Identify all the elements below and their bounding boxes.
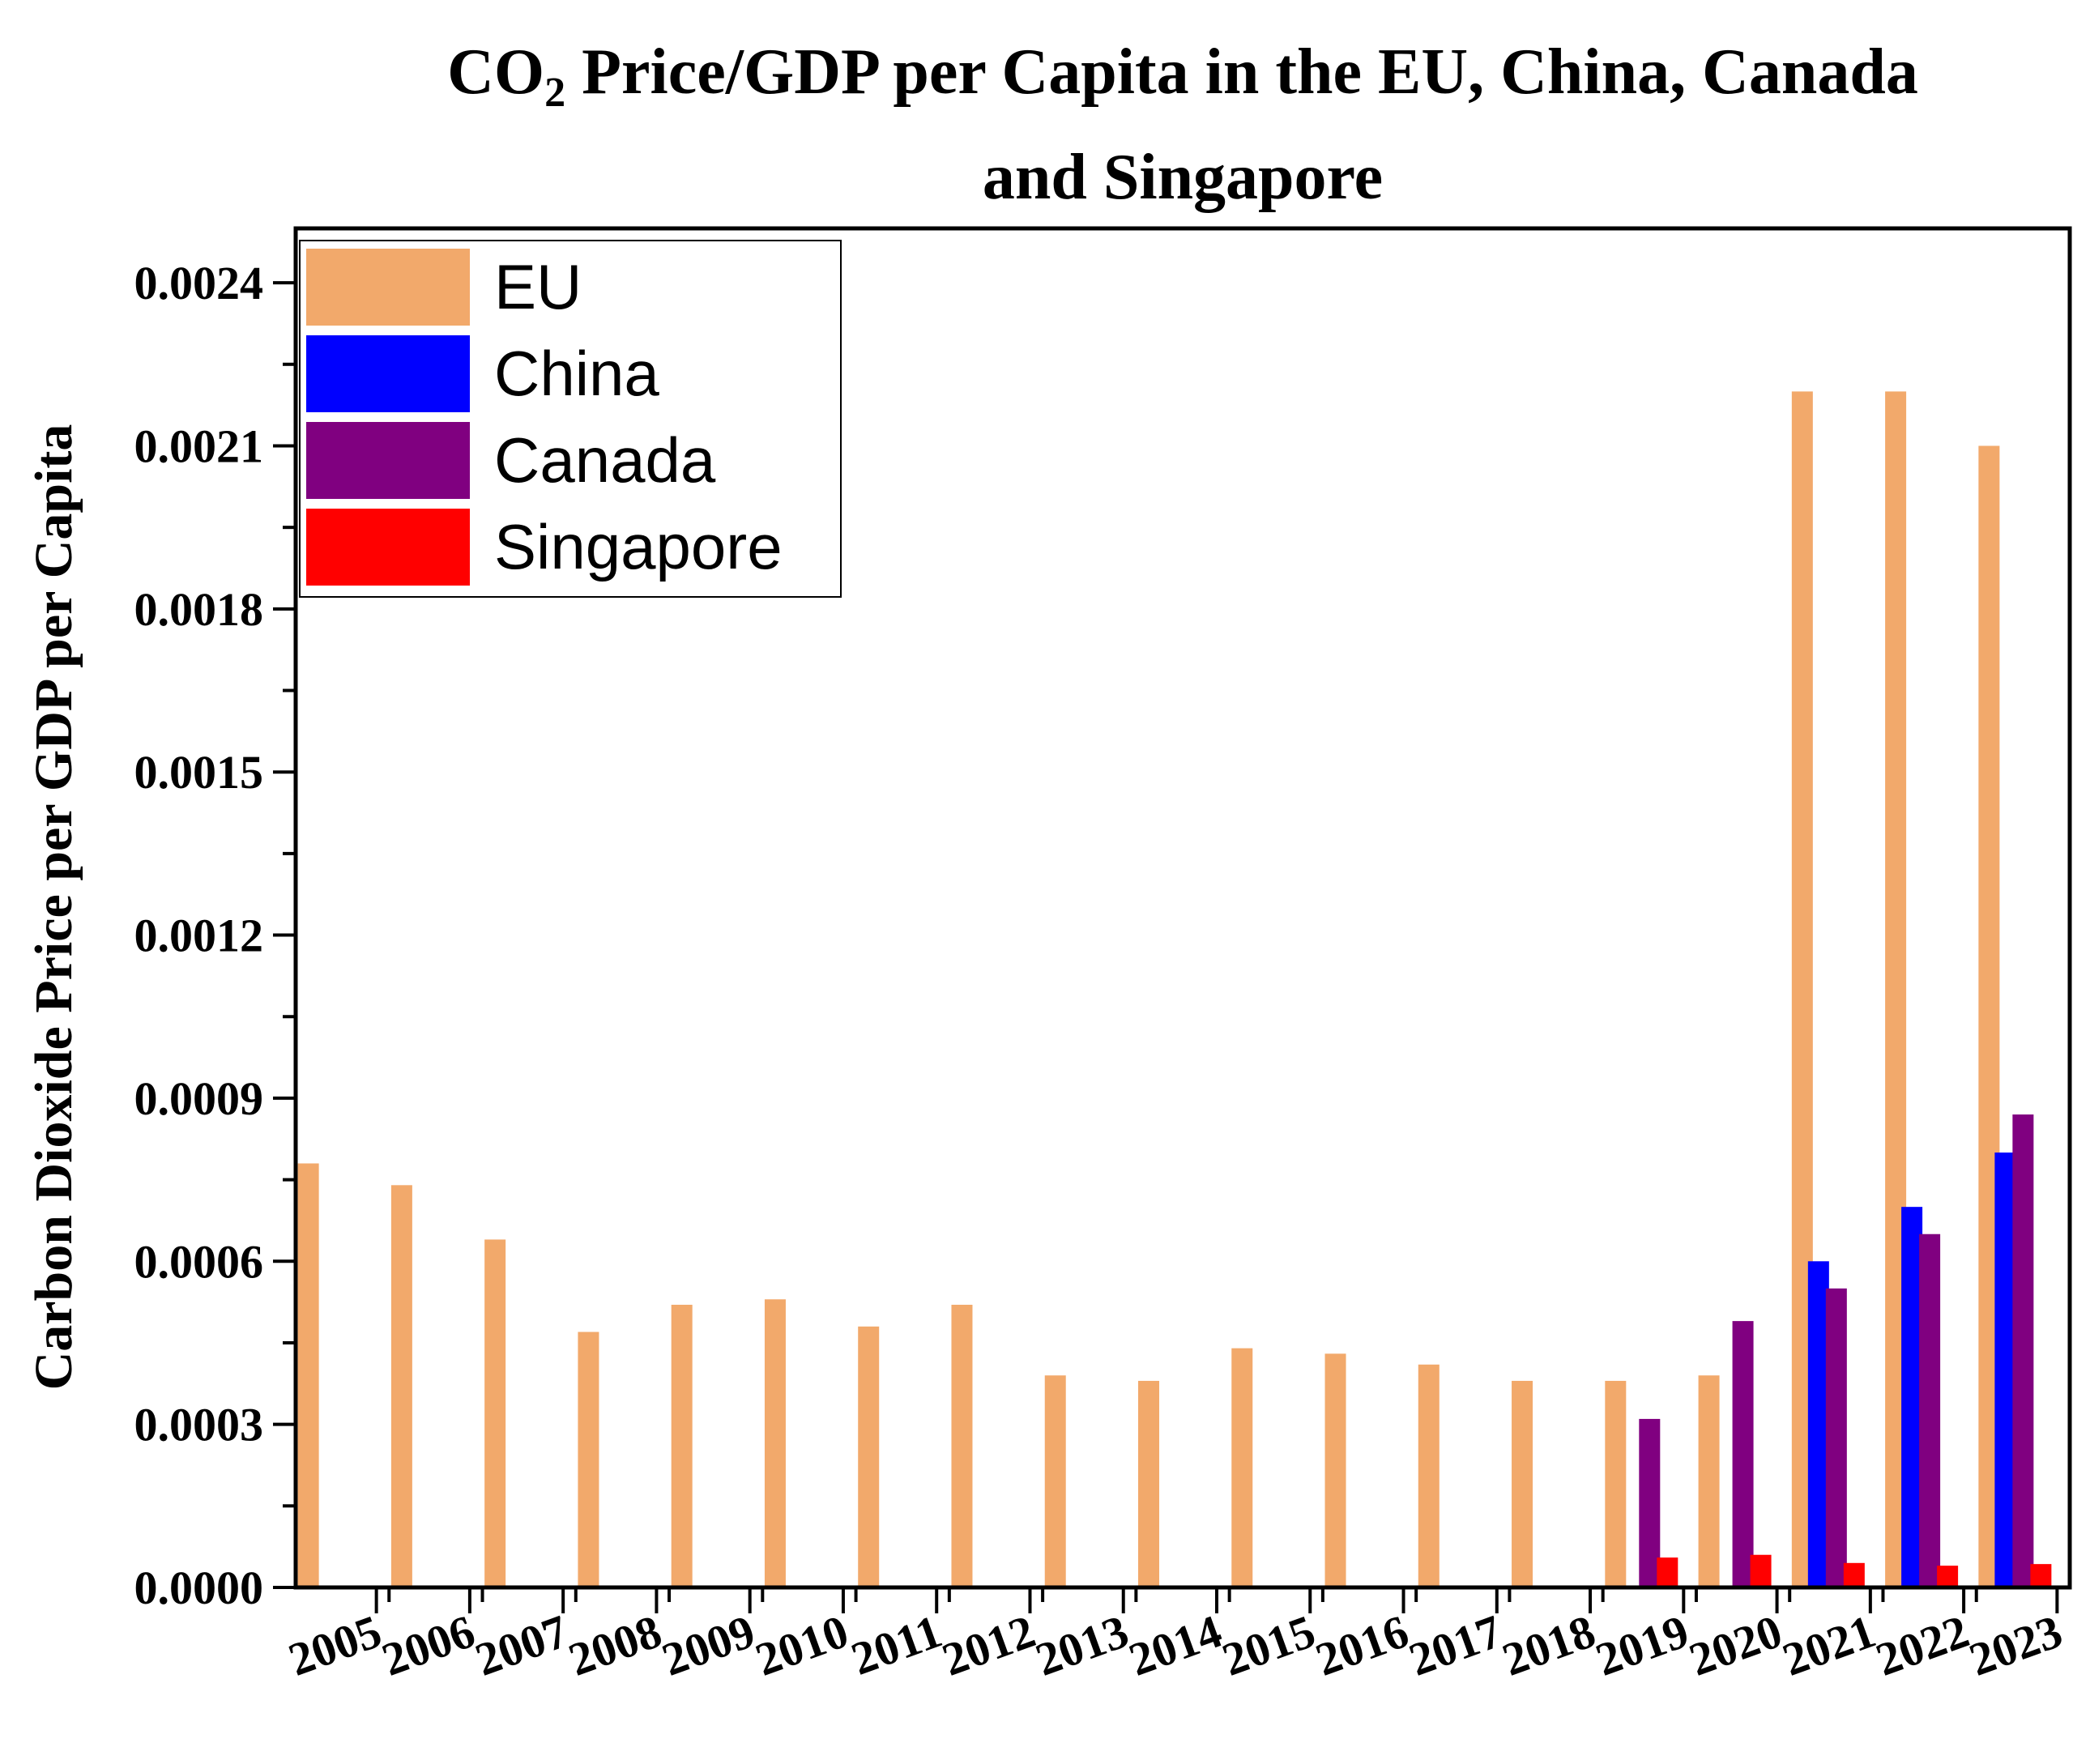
bar-eu-2012 [951,1304,973,1587]
x-tick-label: 2018 [1495,1604,1602,1686]
legend-swatch-canada [306,422,470,499]
bar-eu-2018 [1512,1380,1533,1587]
x-tick-label: 2010 [749,1604,855,1686]
bar-singapore-2019 [1657,1557,1678,1587]
bar-eu-2006 [390,1185,412,1587]
bar-china-2022 [1901,1207,1923,1587]
x-tick-label: 2017 [1402,1604,1508,1686]
bar-singapore-2022 [1937,1566,1959,1587]
bar-eu-2017 [1418,1364,1440,1587]
x-tick-label: 2022 [1869,1604,1975,1686]
y-tick-label: 0.0021 [134,420,264,472]
bar-eu-2010 [764,1299,786,1587]
x-tick-label: 2020 [1683,1604,1789,1686]
x-tick-label: 2007 [468,1604,574,1686]
y-tick-label: 0.0015 [134,746,264,799]
bar-eu-2008 [578,1332,599,1587]
bar-canada-2021 [1825,1288,1847,1587]
bar-singapore-2021 [1843,1562,1865,1587]
plot-frame [293,226,2072,1590]
bar-eu-2015 [1231,1348,1253,1587]
x-tick-label: 2019 [1589,1604,1695,1686]
x-tick-label: 2016 [1309,1604,1415,1686]
legend-swatch-china [306,335,470,412]
legend-swatch-singapore [306,509,470,586]
y-tick-label: 0.0012 [134,910,264,962]
bar-eu-2014 [1138,1380,1159,1587]
legend-label-singapore: Singapore [494,511,783,582]
y-tick-label: 0.0009 [134,1072,264,1125]
bar-eu-2011 [858,1326,880,1587]
y-tick-label: 0.0024 [134,257,264,309]
y-tick-label: 0.0003 [134,1399,264,1451]
legend-label-canada: Canada [494,424,716,496]
x-tick-label: 2014 [1122,1604,1228,1686]
bar-china-2021 [1807,1261,1829,1587]
bar-canada-2023 [2012,1114,2034,1587]
x-tick-label: 2006 [375,1604,481,1686]
bar-canada-2022 [1919,1234,1941,1587]
x-tick-label: 2023 [1963,1604,2069,1686]
chart-title-line2: and Singapore [983,142,1383,213]
bar-eu-2020 [1698,1375,1720,1587]
bar-china-2023 [1994,1153,2016,1587]
x-tick-label: 2015 [1215,1604,1321,1686]
bar-singapore-2020 [1750,1554,1772,1587]
legend-swatch-eu [306,249,470,326]
x-tick-label: 2013 [1029,1604,1135,1686]
legend-label-china: China [494,338,659,409]
x-tick-label: 2008 [562,1604,668,1686]
y-tick-label: 0.0018 [134,583,264,636]
bar-eu-2005 [297,1163,319,1587]
bar-eu-2016 [1324,1353,1346,1587]
bar-eu-2019 [1605,1380,1627,1587]
bar-eu-2009 [671,1304,693,1587]
bar-canada-2019 [1639,1418,1661,1587]
bar-eu-2007 [484,1239,506,1587]
chart-title-line1: CO2 Price/GDP per Capita in the EU, Chin… [447,36,1918,116]
x-tick-label: 2012 [936,1604,1042,1686]
y-tick-label: 0.0006 [134,1235,264,1288]
x-tick-label: 2005 [282,1604,388,1686]
bar-canada-2020 [1732,1321,1754,1587]
y-axis-label: Carbon Dioxide Price per GDP per Capita [24,424,83,1391]
bar-singapore-2023 [2030,1564,2052,1587]
x-tick-label: 2009 [655,1604,761,1686]
bar-eu-2013 [1044,1375,1066,1587]
x-tick-label: 2011 [844,1604,948,1685]
plot-area: 0.0000 0.0003 0.0006 0.0009 0.0012 0.0015 0.00… [134,226,2072,1686]
legend-label-eu: EU [494,251,582,322]
x-tick-label: 2021 [1776,1604,1882,1686]
y-tick-label: 0.0000 [134,1562,264,1614]
